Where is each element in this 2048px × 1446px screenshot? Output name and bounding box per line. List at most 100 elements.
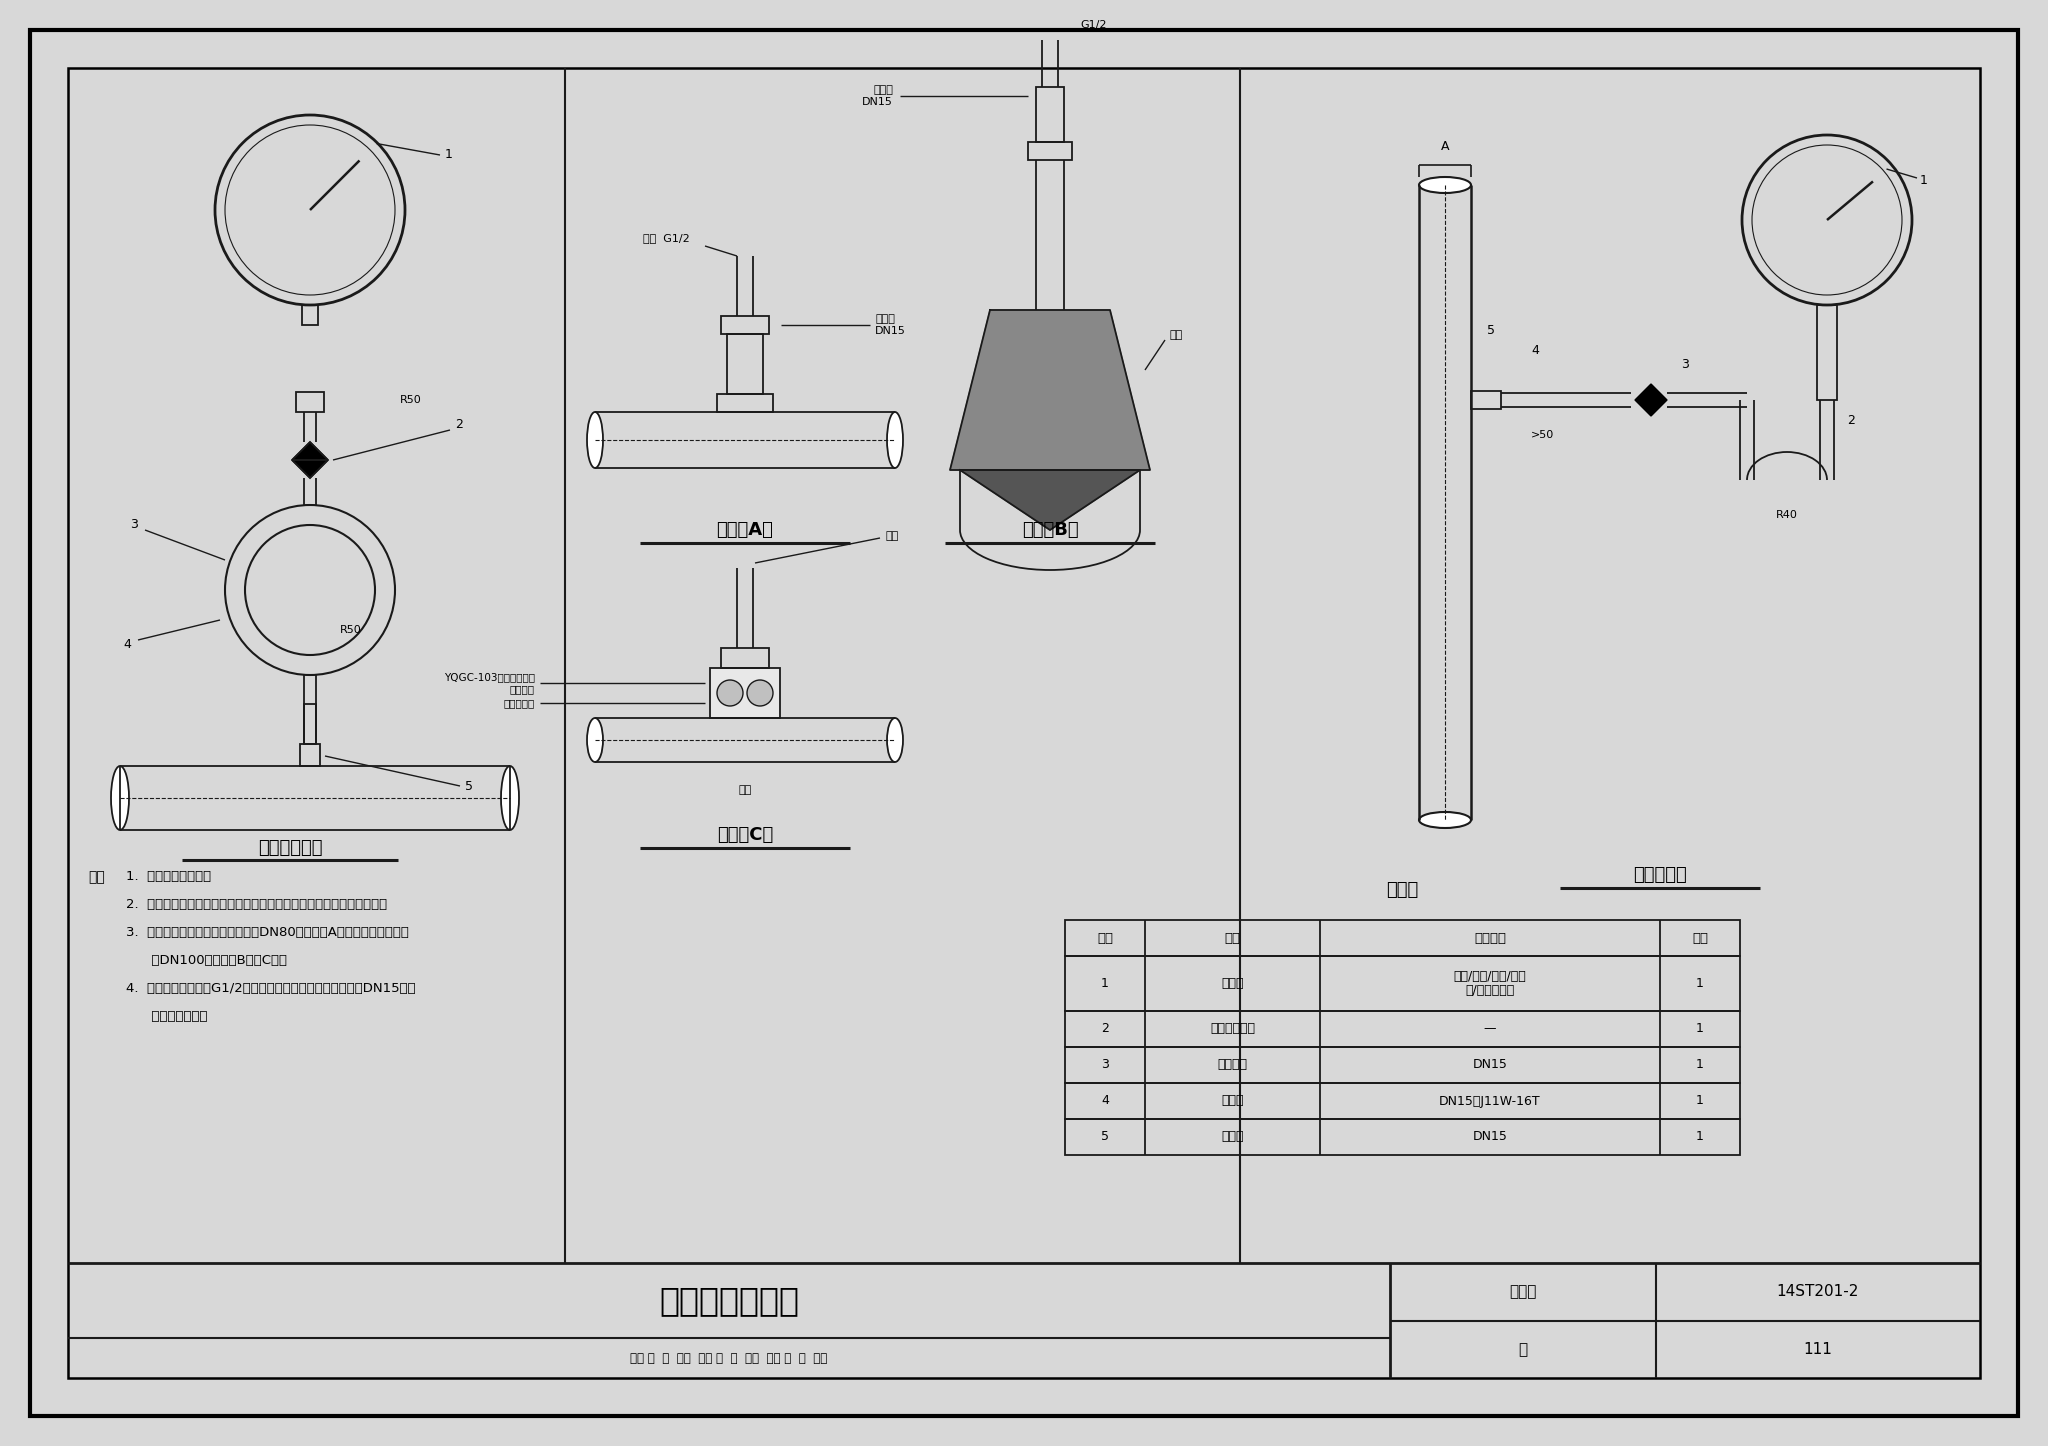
Polygon shape [1634, 385, 1667, 401]
Ellipse shape [1419, 813, 1470, 829]
Ellipse shape [887, 412, 903, 469]
Bar [301, 305, 317, 325]
Text: 立管安装图: 立管安装图 [1632, 866, 1688, 884]
Ellipse shape [1419, 176, 1470, 192]
Text: 型号规格: 型号规格 [1475, 931, 1505, 944]
Ellipse shape [111, 766, 129, 830]
Text: 审核 李  萌  李青  校对 周  静  闵静  设计 代  利  刘刘: 审核 李 萌 李青 校对 周 静 闵静 设计 代 利 刘刘 [631, 1352, 827, 1365]
Text: 2: 2 [1847, 414, 1855, 427]
Text: 3: 3 [131, 519, 137, 532]
Text: 5: 5 [1487, 324, 1495, 337]
Bar [1065, 1119, 1741, 1155]
Bar [1065, 956, 1741, 1011]
Text: 1: 1 [1921, 174, 1927, 187]
Bar [1065, 920, 1741, 956]
Bar [1817, 305, 1837, 401]
Text: 于DN100时，采用B型或C型。: 于DN100时，采用B型或C型。 [127, 954, 287, 967]
Text: 4: 4 [1102, 1095, 1108, 1108]
Text: 数量: 数量 [1692, 931, 1708, 944]
Text: 三通气表旋塞: 三通气表旋塞 [1210, 1022, 1255, 1035]
Text: 1: 1 [1696, 977, 1704, 991]
Ellipse shape [588, 719, 602, 762]
Text: 1: 1 [1696, 1022, 1704, 1035]
Text: 2.  当管道保温时管接头的长度应适当加大，以保证截止阀在保温层外。: 2. 当管道保温时管接头的长度应适当加大，以保证截止阀在保温层外。 [127, 898, 387, 911]
Text: YQGC-103型螺纹式机械
开孔三通: YQGC-103型螺纹式机械 开孔三通 [444, 672, 535, 694]
Text: 5: 5 [1102, 1131, 1110, 1144]
Text: >50: >50 [1532, 429, 1554, 440]
Bar [1470, 390, 1501, 409]
Ellipse shape [502, 766, 518, 830]
Text: R50: R50 [399, 395, 422, 405]
Text: 1: 1 [1696, 1131, 1704, 1144]
Text: 1: 1 [444, 149, 453, 162]
Text: R40: R40 [1776, 510, 1798, 521]
Bar [1028, 142, 1071, 161]
Text: 3: 3 [1681, 359, 1690, 372]
Text: 管接头
DN15: 管接头 DN15 [874, 314, 905, 335]
Text: 4: 4 [1532, 344, 1538, 357]
Text: 名称: 名称 [1225, 931, 1241, 944]
Text: 管接头: 管接头 [1221, 1131, 1243, 1144]
Text: 铜管: 铜管 [885, 531, 899, 541]
Text: 压力表弯: 压力表弯 [1217, 1058, 1247, 1071]
Text: 材料表: 材料表 [1386, 881, 1419, 899]
Text: 一般/耐振/隔膜/电接
点/远传压力表: 一般/耐振/隔膜/电接 点/远传压力表 [1454, 969, 1526, 998]
Polygon shape [293, 460, 328, 479]
Text: G1/2: G1/2 [1079, 20, 1106, 30]
Text: 压力表: 压力表 [1221, 977, 1243, 991]
Text: 序号: 序号 [1098, 931, 1112, 944]
Polygon shape [293, 442, 328, 460]
Text: 管道  G1/2: 管道 G1/2 [643, 233, 690, 243]
Text: 3.  管接头选择：当管道直径不大于DN80时，采用A型；当管道直径不小: 3. 管接头选择：当管道直径不大于DN80时，采用A型；当管道直径不小 [127, 925, 410, 938]
Polygon shape [950, 309, 1151, 470]
Circle shape [717, 680, 743, 706]
Bar [1065, 1083, 1741, 1119]
Polygon shape [1634, 401, 1667, 416]
Ellipse shape [887, 719, 903, 762]
Text: 4.  当压力表的接头为G1/2时，压力表可直接接入管道中具有DN15内丝: 4. 当压力表的接头为G1/2时，压力表可直接接入管道中具有DN15内丝 [127, 982, 416, 995]
Text: 2: 2 [455, 418, 463, 431]
Text: R50: R50 [340, 625, 362, 635]
Text: 2: 2 [1102, 1022, 1108, 1035]
Text: 接头的管件中。: 接头的管件中。 [127, 1009, 207, 1022]
Bar [299, 745, 319, 766]
Bar [1065, 1047, 1741, 1083]
Bar [721, 648, 768, 668]
Text: DN15: DN15 [1473, 1058, 1507, 1071]
Text: 管接头C型: 管接头C型 [717, 826, 774, 844]
Text: 截止阀: 截止阀 [1221, 1095, 1243, 1108]
Text: 1: 1 [1696, 1095, 1704, 1108]
Text: 水平管安装图: 水平管安装图 [258, 839, 322, 857]
Text: 页: 页 [1518, 1342, 1528, 1356]
Bar [1065, 1011, 1741, 1047]
Bar [717, 393, 772, 412]
Text: 管接头A型: 管接头A型 [717, 521, 774, 539]
Text: —: — [1483, 1022, 1497, 1035]
Bar [297, 392, 324, 412]
Text: 5: 5 [465, 779, 473, 792]
Circle shape [748, 680, 772, 706]
Text: 注：: 注： [88, 870, 104, 884]
Polygon shape [961, 470, 1141, 531]
Text: 111: 111 [1804, 1342, 1833, 1356]
Text: 1.  适用于冷水管道。: 1. 适用于冷水管道。 [127, 870, 211, 884]
Text: 弹簧压力表安装: 弹簧压力表安装 [659, 1284, 799, 1317]
Text: 钢管: 钢管 [739, 785, 752, 795]
Text: 管接头B型: 管接头B型 [1022, 521, 1079, 539]
Text: 3: 3 [1102, 1058, 1108, 1071]
Bar [721, 317, 768, 334]
Text: 1: 1 [1102, 977, 1108, 991]
Text: 管道: 管道 [1169, 330, 1184, 340]
Text: 1: 1 [1696, 1058, 1704, 1071]
Text: A: A [1440, 140, 1450, 153]
Bar [1036, 87, 1065, 142]
Bar [303, 704, 315, 745]
Ellipse shape [588, 412, 602, 469]
Bar [727, 334, 764, 393]
Text: 图集号: 图集号 [1509, 1284, 1536, 1300]
Text: 橡胶密封圈: 橡胶密封圈 [504, 698, 535, 709]
Text: 管接头
DN15: 管接头 DN15 [862, 85, 893, 107]
Text: DN15、J11W-16T: DN15、J11W-16T [1440, 1095, 1540, 1108]
Text: 14ST201-2: 14ST201-2 [1776, 1284, 1860, 1300]
Text: 4: 4 [123, 639, 131, 652]
